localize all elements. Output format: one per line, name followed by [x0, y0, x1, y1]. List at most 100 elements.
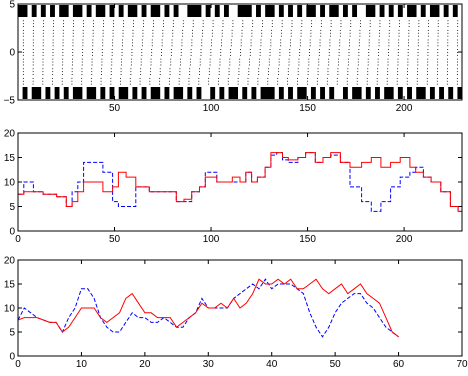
field-dot — [169, 74, 171, 75]
field-dot — [52, 42, 54, 44]
field-dot — [42, 68, 44, 70]
field-dot — [241, 35, 243, 37]
field-dot — [111, 52, 113, 53]
field-dot — [113, 23, 114, 25]
field-dot — [417, 68, 418, 70]
field-dot — [278, 58, 280, 60]
field-dot — [328, 52, 330, 53]
field-dot — [22, 77, 24, 79]
x-tick-label: 50 — [330, 359, 342, 370]
field-dot — [270, 39, 272, 41]
field-dot — [101, 74, 102, 75]
field-dot — [221, 32, 223, 34]
field-dot — [437, 42, 439, 44]
field-dot — [387, 58, 389, 60]
top-barcode-stripe — [242, 5, 248, 17]
field-dot — [101, 64, 103, 66]
field-dot — [200, 54, 202, 56]
field-dot — [247, 83, 249, 85]
field-dot — [366, 83, 368, 85]
field-dot — [82, 52, 84, 53]
bottom-barcode-stripe — [260, 87, 266, 99]
top-barcode-stripe — [95, 5, 101, 17]
bottom-barcode-stripe — [31, 87, 37, 99]
field-dot — [340, 20, 342, 22]
field-dot — [82, 49, 84, 51]
field-dot — [260, 42, 262, 44]
field-dot — [261, 35, 263, 37]
x-tick-label: 50 — [109, 103, 121, 114]
field-dot — [309, 45, 311, 47]
field-dot — [52, 71, 54, 73]
field-dot — [202, 23, 204, 25]
field-dot — [457, 26, 459, 27]
field-dot — [168, 80, 170, 82]
field-dot — [407, 68, 409, 70]
field-dot — [42, 71, 44, 73]
field-dot — [62, 58, 64, 60]
field-dot — [22, 58, 24, 60]
field-dot — [133, 23, 134, 25]
field-dot — [427, 49, 429, 51]
field-dot — [398, 26, 400, 27]
field-dot — [42, 23, 44, 25]
field-dot — [437, 29, 439, 31]
field-dot — [101, 58, 103, 60]
field-dot — [62, 52, 64, 53]
field-dot — [397, 58, 399, 60]
field-dot — [242, 20, 244, 22]
field-dot — [52, 49, 54, 51]
field-dot — [249, 64, 250, 66]
field-dot — [172, 23, 174, 25]
top-barcode-stripe — [155, 5, 161, 17]
field-dot — [316, 83, 318, 85]
field-dot — [277, 80, 279, 82]
field-dot — [52, 29, 54, 31]
field-dot — [360, 23, 361, 25]
field-dot — [268, 61, 270, 63]
field-dot — [192, 35, 193, 37]
field-dot — [192, 26, 194, 27]
bottom-barcode-stripe — [384, 87, 390, 99]
field-dot — [291, 23, 293, 25]
field-dot — [379, 35, 380, 37]
field-dot — [208, 83, 210, 85]
field-dot — [220, 52, 222, 53]
field-dot — [32, 45, 34, 47]
field-dot — [182, 20, 184, 22]
field-dot — [62, 32, 64, 34]
field-dot — [397, 52, 399, 53]
field-dot — [159, 68, 161, 70]
field-dot — [132, 42, 133, 44]
field-dot — [181, 39, 183, 41]
bottom-barcode-stripe — [219, 87, 225, 99]
field-dot — [360, 26, 361, 27]
field-dot — [229, 58, 231, 60]
top-barcode-stripe — [191, 5, 197, 17]
field-dot — [437, 68, 438, 70]
bottom-barcode-stripe — [407, 87, 412, 99]
field-dot — [262, 23, 263, 25]
field-dot — [61, 77, 63, 79]
bottom-barcode-stripe — [77, 87, 83, 99]
field-dot — [32, 26, 34, 27]
field-dot — [82, 54, 84, 56]
field-dot — [159, 74, 161, 75]
field-dot — [151, 52, 153, 53]
field-dot — [140, 58, 142, 60]
field-dot — [63, 23, 64, 25]
field-dot — [188, 80, 190, 82]
field-dot — [417, 39, 419, 41]
field-dot — [192, 32, 193, 34]
field-dot — [170, 52, 172, 53]
field-dot — [110, 68, 112, 70]
field-dot — [270, 42, 272, 44]
field-dot — [457, 58, 458, 60]
field-dot — [387, 74, 389, 75]
field-dot — [446, 80, 448, 82]
field-dot — [102, 39, 104, 41]
field-dot — [250, 45, 252, 47]
field-dot — [368, 39, 370, 41]
field-dot — [317, 68, 319, 70]
field-dot — [271, 26, 273, 27]
